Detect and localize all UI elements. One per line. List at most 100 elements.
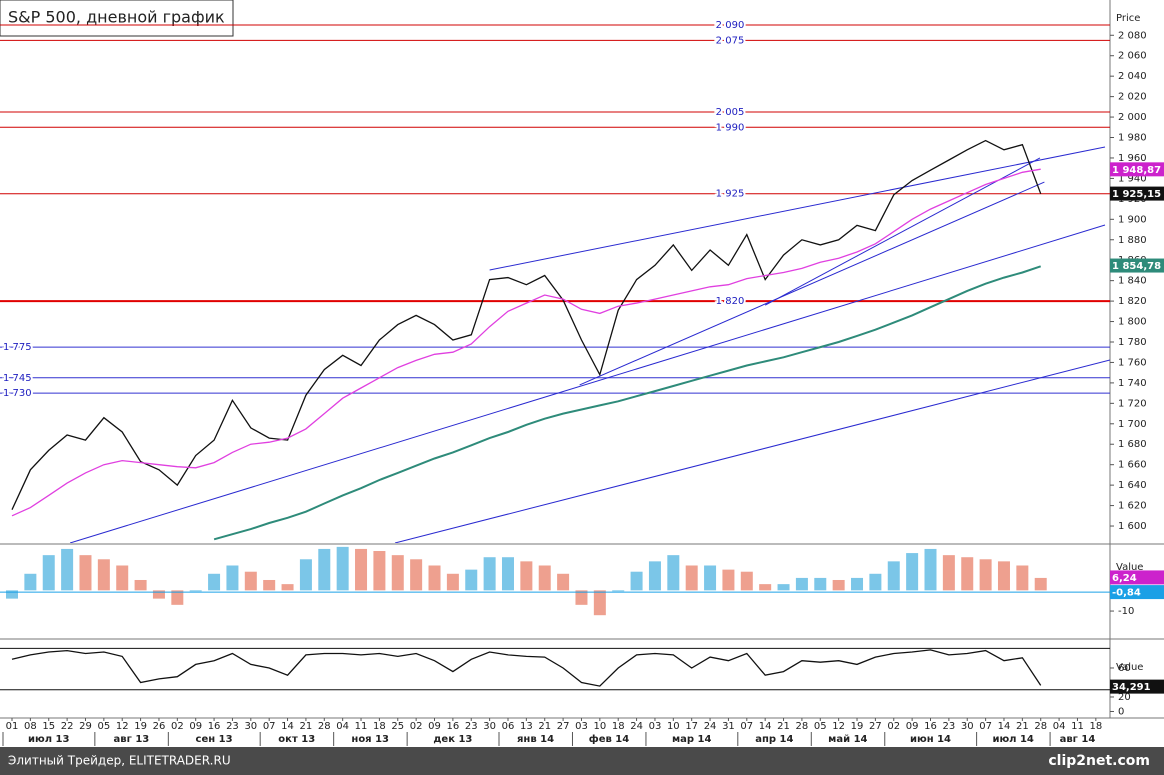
badge-label: 6,24	[1112, 573, 1137, 584]
badge-label: 1 948,87	[1112, 165, 1161, 176]
x-tick-label: 03	[575, 721, 588, 732]
histogram-bar	[575, 590, 588, 605]
x-tick-label: 03	[649, 721, 662, 732]
x-tick-label: 21	[538, 721, 551, 732]
histogram-bar	[740, 571, 753, 591]
month-label: июл 14	[992, 734, 1033, 745]
histogram-bar	[722, 569, 735, 591]
histogram-bar	[483, 557, 496, 591]
x-tick-label: 28	[318, 721, 331, 732]
x-tick-label: 30	[483, 721, 496, 732]
histogram-bar	[1016, 565, 1029, 591]
badge-label: -0,84	[1112, 588, 1141, 599]
x-tick-label: 30	[244, 721, 257, 732]
histogram-bar	[446, 573, 459, 591]
histogram-bar	[79, 555, 92, 591]
x-tick-label: 07	[979, 721, 992, 732]
histogram-bar	[116, 565, 129, 591]
month-label: мар 14	[672, 734, 712, 745]
x-tick-label: 12	[832, 721, 845, 732]
x-tick-label: 01	[6, 721, 19, 732]
y-tick-label: 1 880	[1118, 235, 1147, 246]
y-tick-label: 1 720	[1118, 398, 1147, 409]
histogram-bar	[832, 579, 845, 591]
x-tick-label: 19	[851, 721, 864, 732]
histogram-bar	[887, 561, 900, 591]
x-tick-label: 15	[42, 721, 55, 732]
y-tick-label: 1 780	[1118, 337, 1147, 348]
histogram-bar	[281, 584, 294, 591]
y-tick-label: 1 740	[1118, 378, 1147, 389]
histogram-bar	[979, 559, 992, 591]
badge-label: 1 925,15	[1112, 189, 1161, 200]
month-label: авг 14	[1060, 734, 1096, 745]
panel	[0, 546, 1110, 616]
month-label: ноя 13	[351, 734, 389, 745]
level-label: 2 075	[716, 35, 745, 46]
histogram-bar	[391, 555, 404, 591]
x-tick-label: 04	[1053, 721, 1066, 732]
histogram-bar	[501, 557, 514, 591]
series-line	[11, 649, 1042, 687]
histogram-bar	[355, 548, 368, 591]
histogram-bar	[795, 577, 808, 591]
histogram-bar	[612, 590, 625, 592]
level-label: 1 925	[716, 189, 745, 200]
badge-label: 34,291	[1112, 682, 1151, 693]
x-tick-label: 17	[685, 721, 698, 732]
y-tick-label: 1 960	[1118, 153, 1147, 164]
x-tick-label: 26	[153, 721, 166, 732]
histogram-bar	[520, 561, 533, 591]
level-label: 1 990	[716, 122, 745, 133]
x-tick-label: 24	[704, 721, 717, 732]
x-tick-label: 16	[924, 721, 937, 732]
histogram-bar	[152, 590, 165, 599]
month-label: дек 13	[433, 734, 472, 745]
y-axis-label: Value	[1116, 562, 1143, 573]
x-tick-label: 25	[391, 721, 404, 732]
y-tick-label: 1 840	[1118, 276, 1147, 287]
histogram-bar	[465, 569, 478, 591]
x-tick-label: 23	[943, 721, 956, 732]
level-label: 1 745	[3, 373, 32, 384]
histogram-bar	[630, 571, 643, 591]
histogram-bar	[189, 590, 202, 592]
x-tick-label: 31	[722, 721, 735, 732]
chart-title: S&P 500, дневной график	[8, 8, 225, 27]
level-label: 1 730	[3, 388, 32, 399]
x-tick-label: 23	[465, 721, 478, 732]
x-tick-label: 29	[79, 721, 92, 732]
histogram-bar	[851, 577, 864, 591]
level-label: 1 775	[3, 342, 32, 353]
footer-right: clip2net.com	[1048, 753, 1150, 769]
month-label: окт 13	[278, 734, 315, 745]
y-tick-label: 1 620	[1118, 501, 1147, 512]
histogram-bar	[648, 561, 661, 591]
x-tick-label: 11	[1071, 721, 1084, 732]
trend-line	[69, 224, 1106, 543]
histogram-bar	[61, 548, 74, 591]
price-badge	[1110, 585, 1164, 600]
x-tick-label: 22	[61, 721, 74, 732]
histogram-bar	[961, 557, 974, 591]
x-tick-label: 11	[355, 721, 368, 732]
month-label: сен 13	[196, 734, 233, 745]
price-badge	[1110, 679, 1164, 694]
month-label: июн 14	[910, 734, 951, 745]
histogram-bar	[759, 584, 772, 591]
x-tick-label: 18	[1089, 721, 1102, 732]
level-label: 2 005	[716, 107, 745, 118]
histogram-bar	[244, 571, 257, 591]
x-tick-label: 28	[796, 721, 809, 732]
x-tick-label: 27	[869, 721, 882, 732]
y-tick-label: 1 980	[1118, 133, 1147, 144]
level-label: 1 820	[716, 296, 745, 307]
histogram-bar	[428, 565, 441, 591]
x-tick-label: 09	[906, 721, 919, 732]
x-tick-label: 21	[300, 721, 313, 732]
month-label: май 14	[828, 734, 867, 745]
x-tick-label: 14	[759, 721, 772, 732]
series-line	[11, 139, 1042, 510]
y-tick-label: 1 940	[1118, 173, 1147, 184]
